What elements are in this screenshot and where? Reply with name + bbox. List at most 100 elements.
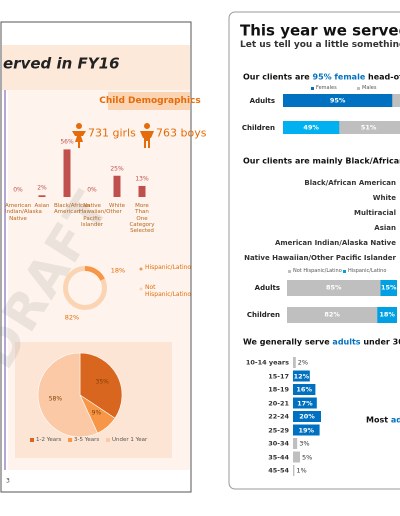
section-heading: Child Demographics (99, 95, 201, 106)
heading-part: adults (332, 337, 361, 347)
value-label: 0% (87, 186, 97, 194)
boy-icon (140, 123, 154, 148)
legend-swatch (288, 270, 291, 273)
bar (293, 438, 298, 449)
row-label: Children (246, 310, 280, 319)
legend-marker (139, 267, 143, 271)
value-label: 20% (299, 412, 315, 421)
section-heading: Our clients are mainly Black/African (243, 156, 400, 165)
bar (293, 384, 316, 395)
section-heading: We generally serve adults under 30 (243, 337, 400, 346)
value-label: 2% (37, 184, 47, 192)
bar (138, 185, 146, 197)
category-label: American Indian/Alaska Native (274, 238, 396, 247)
heading-part: Our clients are (243, 72, 313, 82)
legend-swatch (68, 438, 72, 442)
category-label: Black/African American (304, 178, 396, 187)
category-label: 45-54 (268, 466, 289, 475)
heading-part: ad (390, 415, 400, 425)
value-label: 56% (60, 138, 74, 146)
donut-slice (63, 266, 107, 310)
value-label: 12% (293, 371, 310, 380)
page-title: This year we served c (240, 21, 400, 40)
category-label: Native Hawaiian/Other Pacific Islander (244, 253, 396, 262)
category-label: 20-21 (268, 398, 289, 407)
row-label: Adults (254, 283, 280, 292)
legend-label: Hispanic/Latino (145, 264, 192, 271)
legend-swatch (106, 438, 110, 442)
bar-segment (339, 121, 398, 134)
row-label: Children (241, 123, 275, 132)
section-heading: Our clients are 95% female head-of- (243, 72, 400, 81)
value-label: 82% (324, 310, 340, 319)
legend-label: Under 1 Year (112, 436, 148, 443)
category-label: More Than One Category Selected (129, 203, 155, 235)
value-label: 95% (329, 96, 346, 105)
legend-marker (139, 287, 143, 291)
value-label: 51% (360, 123, 377, 132)
legend-label: 1-2 Years (36, 436, 62, 443)
bar (293, 465, 295, 476)
legend-label: Females (316, 84, 337, 91)
value-label: 15% (380, 283, 397, 292)
value-label: 5% (302, 452, 313, 461)
note: Most ad (366, 415, 400, 424)
legend-swatch (30, 438, 34, 442)
category-label: White (372, 193, 396, 202)
category-label: Asian (374, 223, 396, 232)
page-subtitle: Let us tell you a little something (240, 39, 400, 50)
category-label: White (109, 203, 125, 209)
category-label: 35-44 (268, 452, 289, 461)
value-label: 35% (95, 378, 109, 386)
value-label: 0% (13, 186, 23, 194)
category-label: 18-19 (268, 385, 289, 394)
value-label: 16% (296, 385, 312, 394)
bar-segment (283, 121, 340, 134)
bar-segment (287, 307, 378, 323)
category-label: Multiracial (354, 208, 396, 217)
legend-label: Males (362, 84, 377, 91)
girl-icon (72, 123, 86, 148)
heading-part: We generally serve (243, 337, 333, 347)
bar (293, 411, 321, 422)
legend-swatch (343, 270, 346, 273)
category-label: Native Hawaiian/Other Pacific Islander (79, 203, 122, 228)
value-label: 25% (110, 165, 124, 173)
category-label: 10-14 years (245, 358, 289, 367)
section-band (108, 92, 190, 110)
legend-swatch (357, 87, 360, 90)
category-label: 15-17 (268, 371, 289, 380)
value-label: 13% (135, 175, 149, 183)
value-label: 85% (325, 283, 342, 292)
bar (113, 175, 121, 197)
legend-label: Not Hispanic/Latino (293, 267, 342, 274)
bar-segment (283, 94, 393, 107)
pie-slice (37, 352, 98, 438)
category-label: 30-34 (268, 439, 289, 448)
category-label: American Indian/Alaska Native (5, 203, 42, 222)
title-band (2, 45, 190, 90)
legend-label: 3-5 Years (74, 436, 100, 443)
bar-segment (380, 280, 397, 296)
heading-part: Most (366, 415, 391, 425)
value-label: 49% (303, 123, 319, 132)
bar (63, 149, 71, 197)
value-label: 17% (297, 398, 313, 407)
bar-segment (287, 280, 381, 296)
bar (293, 451, 300, 463)
heading-part: Our clients are mainly Black/African (243, 156, 400, 166)
value-label: 19% (298, 425, 315, 434)
page-title: erved in FY16 (3, 54, 120, 73)
value-label: 18% (110, 266, 126, 275)
heading-part: 95% female (312, 72, 366, 82)
heading-part: head-of- (368, 72, 400, 82)
value-label: 3% (299, 439, 310, 448)
heading-part: under 30 (360, 337, 400, 347)
category-label: Asian (34, 203, 50, 209)
bar (38, 195, 46, 197)
value-label: 82% (64, 313, 80, 322)
value-label: 18% (379, 310, 395, 319)
legend-label: Hispanic/Latino (348, 267, 387, 274)
value-label: 58% (48, 395, 63, 403)
